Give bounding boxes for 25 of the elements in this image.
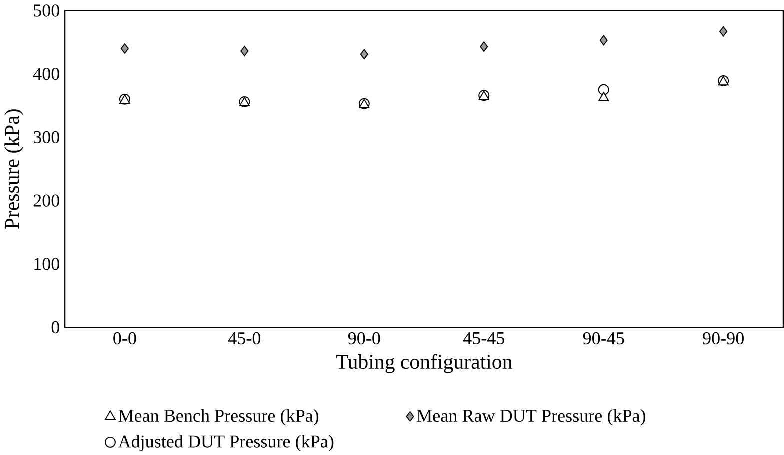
x-tick-label: 90-0 xyxy=(348,332,380,344)
point xyxy=(720,26,728,37)
x-tick-label: 45-0 xyxy=(228,332,261,344)
point xyxy=(240,46,249,56)
point xyxy=(480,41,488,52)
legend-label: Mean Raw DUT Pressure (kPa) xyxy=(417,409,646,426)
x-tick-label: 90-45 xyxy=(583,332,624,344)
x-axis-title: Tubing configuration xyxy=(336,354,512,374)
y-tick-label: 300 xyxy=(34,131,60,144)
x-tick-label: 45-45 xyxy=(463,332,504,344)
y-tick-label: 0 xyxy=(52,321,60,334)
legend-label: Mean Bench Pressure (kPa) xyxy=(118,409,319,426)
y-tick-label: 200 xyxy=(34,194,60,207)
y-tick-label: 400 xyxy=(33,68,60,80)
legend-label: Adjusted DUT Pressure (kPa) xyxy=(118,434,334,452)
point xyxy=(598,92,610,102)
point xyxy=(360,49,368,60)
x-tick-label: 90-90 xyxy=(703,332,744,344)
y-axis-title: Pressure (kPa) xyxy=(4,109,24,229)
x-tick-label: 0-0 xyxy=(114,332,136,344)
point xyxy=(600,35,608,46)
point xyxy=(120,43,129,54)
point xyxy=(598,84,610,96)
y-tick-label: 500 xyxy=(34,4,60,17)
y-tick-label: 100 xyxy=(34,258,60,270)
